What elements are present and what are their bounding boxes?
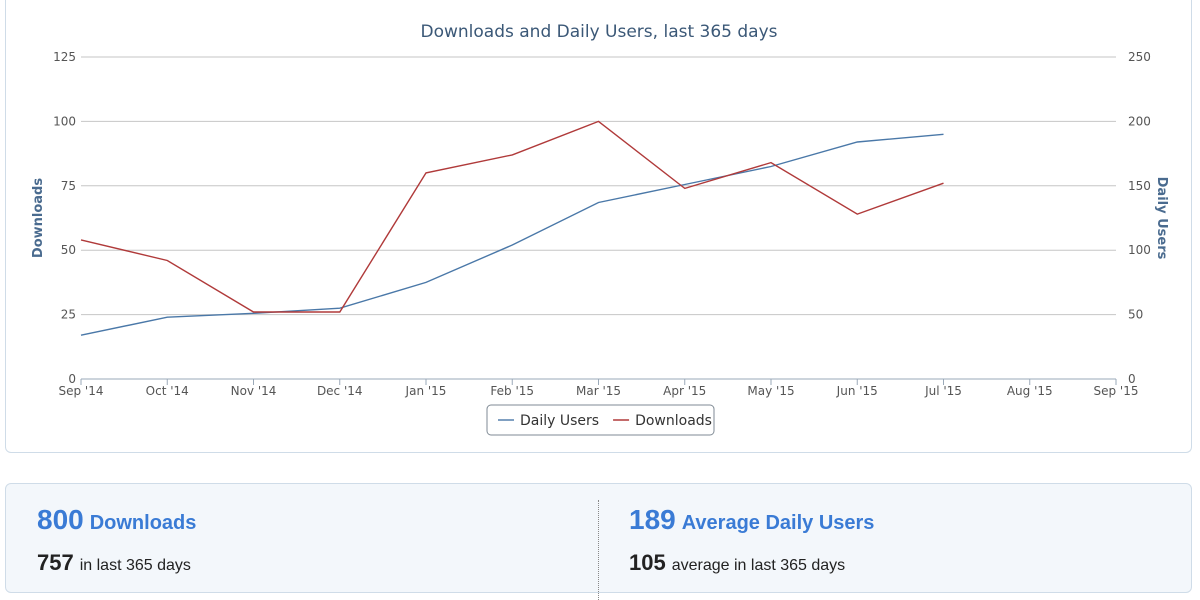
- daily-users-label: Average Daily Users: [681, 512, 875, 534]
- daily-users-stat: 189 Average Daily Users 105 average in l…: [629, 504, 874, 576]
- daily-users-average: 189: [629, 504, 676, 535]
- x-tick-label: Aug '15: [1007, 384, 1053, 398]
- x-tick-label: Sep '15: [1094, 384, 1139, 398]
- downloads-label: Downloads: [89, 512, 197, 534]
- y-left-tick-label: 50: [61, 243, 76, 257]
- y-right-tick-label: 250: [1128, 50, 1151, 64]
- stats-card: 800 Downloads 757 in last 365 days 189 A…: [5, 483, 1192, 600]
- y-left-tick-label: 25: [61, 308, 76, 322]
- x-tick-label: May '15: [747, 384, 794, 398]
- y-right-tick-label: 100: [1128, 243, 1151, 257]
- y-left-axis-title: Downloads: [31, 178, 46, 258]
- y-right-axis-title: Daily Users: [1154, 177, 1169, 260]
- series-line-downloads: [80, 120, 944, 313]
- x-tick-label: Mar '15: [576, 384, 621, 398]
- daily-users-recent-label: average in last 365 days: [671, 557, 846, 574]
- downloads-stat: 800 Downloads 757 in last 365 days: [37, 504, 196, 576]
- y-left-tick-label: 75: [61, 179, 76, 193]
- x-tick-label: Sep '14: [59, 384, 104, 398]
- y-right-tick-label: 150: [1128, 179, 1151, 193]
- series-line-daily-users: [80, 133, 944, 336]
- downloads-users-chart: Downloads and Daily Users, last 365 days…: [31, 22, 1169, 436]
- y-left-tick-label: 0: [68, 372, 76, 386]
- x-tick-label: Apr '15: [663, 384, 706, 398]
- downloads-recent: 757: [37, 550, 74, 575]
- stats-divider: [598, 500, 599, 600]
- y-left-tick-label: 100: [53, 114, 76, 128]
- downloads-total: 800: [37, 504, 84, 535]
- daily-users-recent: 105: [629, 550, 666, 575]
- chart-title: Downloads and Daily Users, last 365 days: [420, 22, 777, 42]
- y-left-tick-label: 125: [53, 50, 76, 64]
- x-tick-label: Jan '15: [405, 384, 447, 398]
- x-tick-label: Oct '14: [146, 384, 189, 398]
- legend-box: [486, 404, 715, 436]
- x-tick-label: Jul '15: [924, 384, 962, 398]
- x-tick-label: Feb '15: [490, 384, 534, 398]
- x-tick-label: Nov '14: [231, 384, 277, 398]
- legend-label-downloads: Downloads: [635, 413, 712, 429]
- x-tick-label: Jun '15: [836, 384, 878, 398]
- chart-card: Downloads and Daily Users, last 365 days…: [5, 0, 1192, 453]
- y-right-tick-label: 0: [1128, 372, 1136, 386]
- y-right-tick-label: 50: [1128, 308, 1143, 322]
- downloads-recent-label: in last 365 days: [79, 557, 191, 574]
- legend-label-daily-users: Daily Users: [520, 413, 599, 429]
- y-right-tick-label: 200: [1128, 114, 1151, 128]
- x-tick-label: Dec '14: [317, 384, 363, 398]
